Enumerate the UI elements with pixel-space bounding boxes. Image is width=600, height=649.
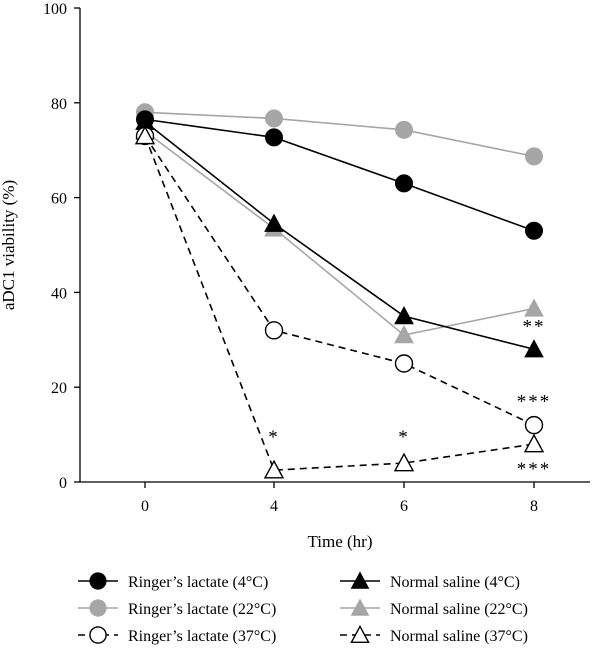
x-tick-label: 4 [270,498,278,515]
data-point-series-4 [524,339,544,358]
y-tick-label: 60 [51,191,67,208]
legend-label: Normal saline (22°C) [390,601,528,618]
significance-annotations: ********* * [268,317,552,480]
x-tick-label: 8 [530,498,538,515]
legend-label: Normal saline (4°C) [390,574,520,591]
x-tick-label: 6 [400,498,408,515]
legend-label: Ringer’s lactate (22°C) [128,601,276,618]
y-tick-label: 40 [51,285,67,302]
legend-item-5: Normal saline (22°C) [340,598,528,618]
data-point-series-6 [393,452,415,472]
series-line-1 [144,118,535,232]
series-lines [144,111,535,471]
series-line-2 [144,111,535,158]
legend-marker [350,598,370,616]
legend-item-3: Ringer’s lactate (37°C) [78,626,276,645]
data-point-series-1 [395,174,413,193]
series-line-5 [144,130,535,336]
data-point-series-3 [264,321,284,340]
legend-label: Ringer’s lactate (37°C) [128,628,276,645]
y-tick-label: 20 [51,380,67,397]
data-point-series-2 [395,120,413,139]
significance-label: * [268,427,280,448]
legend-item-6: Normal saline (37°C) [340,624,528,645]
y-axis-label: aDC1 viability (%) [0,180,18,310]
significance-label: * [398,427,410,448]
data-point-series-1 [525,221,543,240]
significance-label: *** [517,459,552,480]
legend-label: Ringer’s lactate (4°C) [128,574,268,591]
series-markers [134,103,545,479]
data-point-series-1 [265,128,283,147]
series-line-6 [144,135,535,471]
data-point-series-5 [394,325,414,344]
y-tick-label: 0 [59,475,67,492]
x-axis-label: Time (hr) [307,532,372,551]
data-point-series-6 [523,433,545,453]
data-point-series-6 [263,459,285,479]
data-point-series-3 [394,354,414,373]
data-point-series-2 [265,109,283,128]
legend-item-1: Ringer’s lactate (4°C) [78,572,268,591]
legend-item-4: Normal saline (4°C) [340,571,520,591]
data-point-series-5 [524,298,544,317]
legend-marker [89,572,107,590]
axes: 0 20 40 60 80 100 0 4 6 8 [43,1,590,515]
legend-label: Normal saline (37°C) [390,628,528,645]
data-point-series-3 [524,415,544,435]
legend-marker [89,599,107,617]
significance-label: *** [517,392,552,413]
data-point-series-2 [525,147,543,166]
legend-marker [350,624,370,643]
legend-item-2: Ringer’s lactate (22°C) [78,599,276,618]
y-tick-label: 80 [51,96,67,113]
y-tick-label: 100 [43,1,67,18]
significance-label: ** [523,317,546,338]
legend: Ringer’s lactate (4°C) Ringer’s lactate (… [78,571,528,645]
legend-marker [350,571,370,589]
legend-marker [89,626,107,644]
x-tick-label: 0 [141,498,149,515]
data-point-series-6 [134,125,156,145]
data-point-series-4 [394,306,414,325]
data-point-series-4 [264,213,284,232]
series-line-3 [144,135,535,426]
series-line-4 [144,121,535,351]
